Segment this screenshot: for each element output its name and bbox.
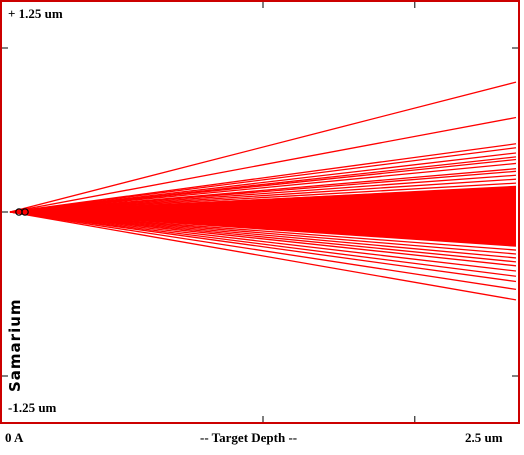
trajectory-line-35 xyxy=(9,211,517,272)
trajectory-line-31 xyxy=(9,211,517,255)
trajectory-line-4 xyxy=(9,147,517,213)
y-bottom-tick-label: -1.25 um xyxy=(8,400,57,415)
trajectory-line-32 xyxy=(9,211,517,259)
trajectory-line-2 xyxy=(9,116,517,213)
trajectory-line-7 xyxy=(9,158,517,213)
ion-source-circle-2 xyxy=(21,208,29,216)
trajectory-line-1 xyxy=(9,81,517,213)
trajectory-line-5 xyxy=(9,152,517,213)
axis-ticks xyxy=(2,2,518,422)
element-label: Samarium xyxy=(6,298,24,392)
x-axis-label: -- Target Depth -- xyxy=(200,430,298,445)
trajectory-line-33 xyxy=(9,211,517,263)
trajectory-line-10 xyxy=(9,170,517,213)
trajectory-line-36 xyxy=(9,211,517,277)
trajectory-line-30 xyxy=(9,211,517,251)
trajectory-dense-core xyxy=(10,185,516,247)
trajectory-line-3 xyxy=(9,143,517,213)
x-start-tick-label: 0 A xyxy=(5,430,24,445)
trajectory-line-39 xyxy=(9,211,517,301)
trajectory-line-37 xyxy=(9,211,517,283)
trajectory-line-13 xyxy=(9,182,517,213)
y-top-tick-label: + 1.25 um xyxy=(8,6,63,21)
trajectory-series xyxy=(9,81,517,301)
trajectory-line-34 xyxy=(9,211,517,267)
trajectory-line-8 xyxy=(9,162,517,213)
trajectory-line-12 xyxy=(9,178,517,213)
x-end-tick-label: 2.5 um xyxy=(465,430,503,445)
trajectory-line-38 xyxy=(9,211,517,291)
trajectory-line-11 xyxy=(9,174,517,213)
ion-source-marker xyxy=(15,208,29,216)
